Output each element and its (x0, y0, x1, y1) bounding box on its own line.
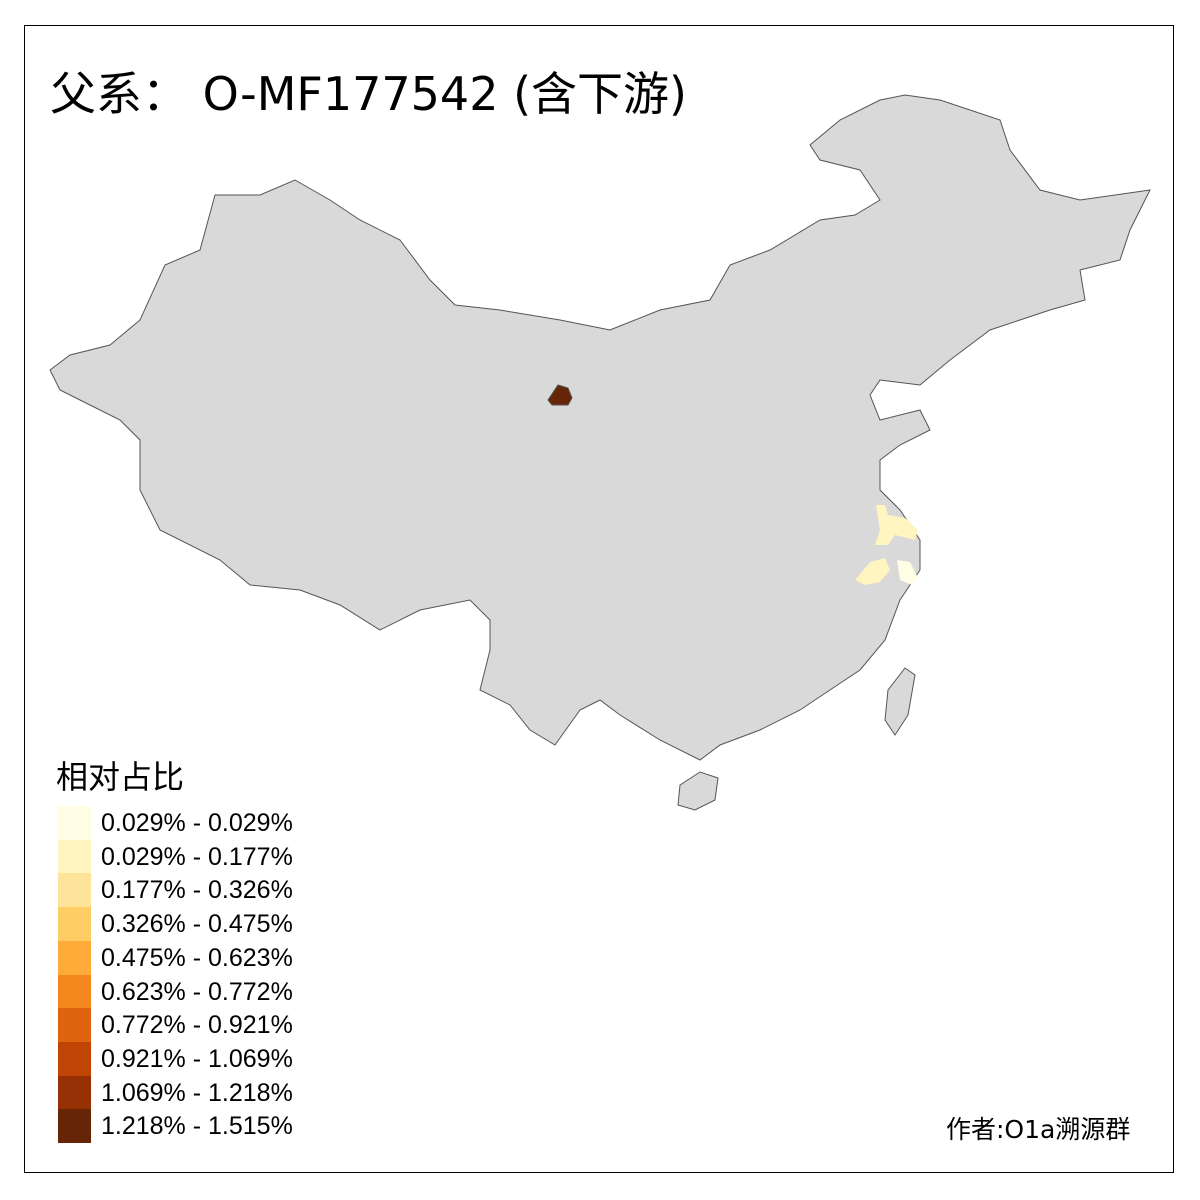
legend-item: 0.475% - 0.623% (58, 940, 358, 975)
legend-swatch (58, 839, 91, 874)
legend-item: 0.029% - 0.177% (58, 839, 358, 874)
legend-swatch (58, 1109, 91, 1144)
legend-label: 0.029% - 0.029% (101, 809, 293, 837)
legend-swatch (58, 1008, 91, 1043)
legend-item: 0.326% - 0.475% (58, 907, 358, 942)
legend-swatch (58, 907, 91, 942)
hainan-region (677, 771, 719, 811)
mainland-region (49, 94, 1151, 761)
region-jiangsu (875, 505, 918, 545)
taiwan-region (884, 667, 916, 736)
map-frame (24, 25, 1174, 1173)
legend-label: 0.326% - 0.475% (101, 910, 293, 939)
region-anhui-south (855, 558, 890, 585)
legend-label: 1.218% - 1.515% (101, 1112, 293, 1141)
legend-item: 0.623% - 0.772% (58, 974, 358, 1009)
legend-label: 0.772% - 0.921% (101, 1011, 293, 1040)
legend-label: 0.921% - 1.069% (101, 1044, 293, 1073)
legend-swatch (58, 873, 91, 908)
legend-swatch (58, 940, 91, 975)
legend-item: 0.029% - 0.029% (58, 806, 358, 840)
legend-item: 0.177% - 0.326% (58, 873, 358, 908)
region-zhejiang-north (897, 560, 918, 585)
author-credit: 作者:O1a溯源群 (946, 1115, 1131, 1144)
legend-swatch (58, 806, 91, 840)
legend-item: 0.921% - 1.069% (58, 1041, 358, 1076)
legend-label: 0.623% - 0.772% (101, 977, 293, 1006)
legend-item: 1.069% - 1.218% (58, 1075, 358, 1110)
region-high-share (547, 384, 573, 406)
legend-swatch (58, 974, 91, 1009)
legend-label: 1.069% - 1.218% (101, 1078, 293, 1107)
legend-swatch (58, 1075, 91, 1110)
legend-label: 0.475% - 0.623% (101, 943, 293, 972)
legend-title: 相对占比 (56, 758, 185, 796)
legend-swatch (58, 1041, 91, 1076)
legend-label: 0.029% - 0.177% (101, 842, 293, 871)
legend-label: 0.177% - 0.326% (101, 876, 293, 905)
legend-item: 1.218% - 1.515% (58, 1109, 358, 1144)
legend-item: 0.772% - 0.921% (58, 1008, 358, 1043)
map-title: 父系： O-MF177542 (含下游) (50, 67, 687, 121)
